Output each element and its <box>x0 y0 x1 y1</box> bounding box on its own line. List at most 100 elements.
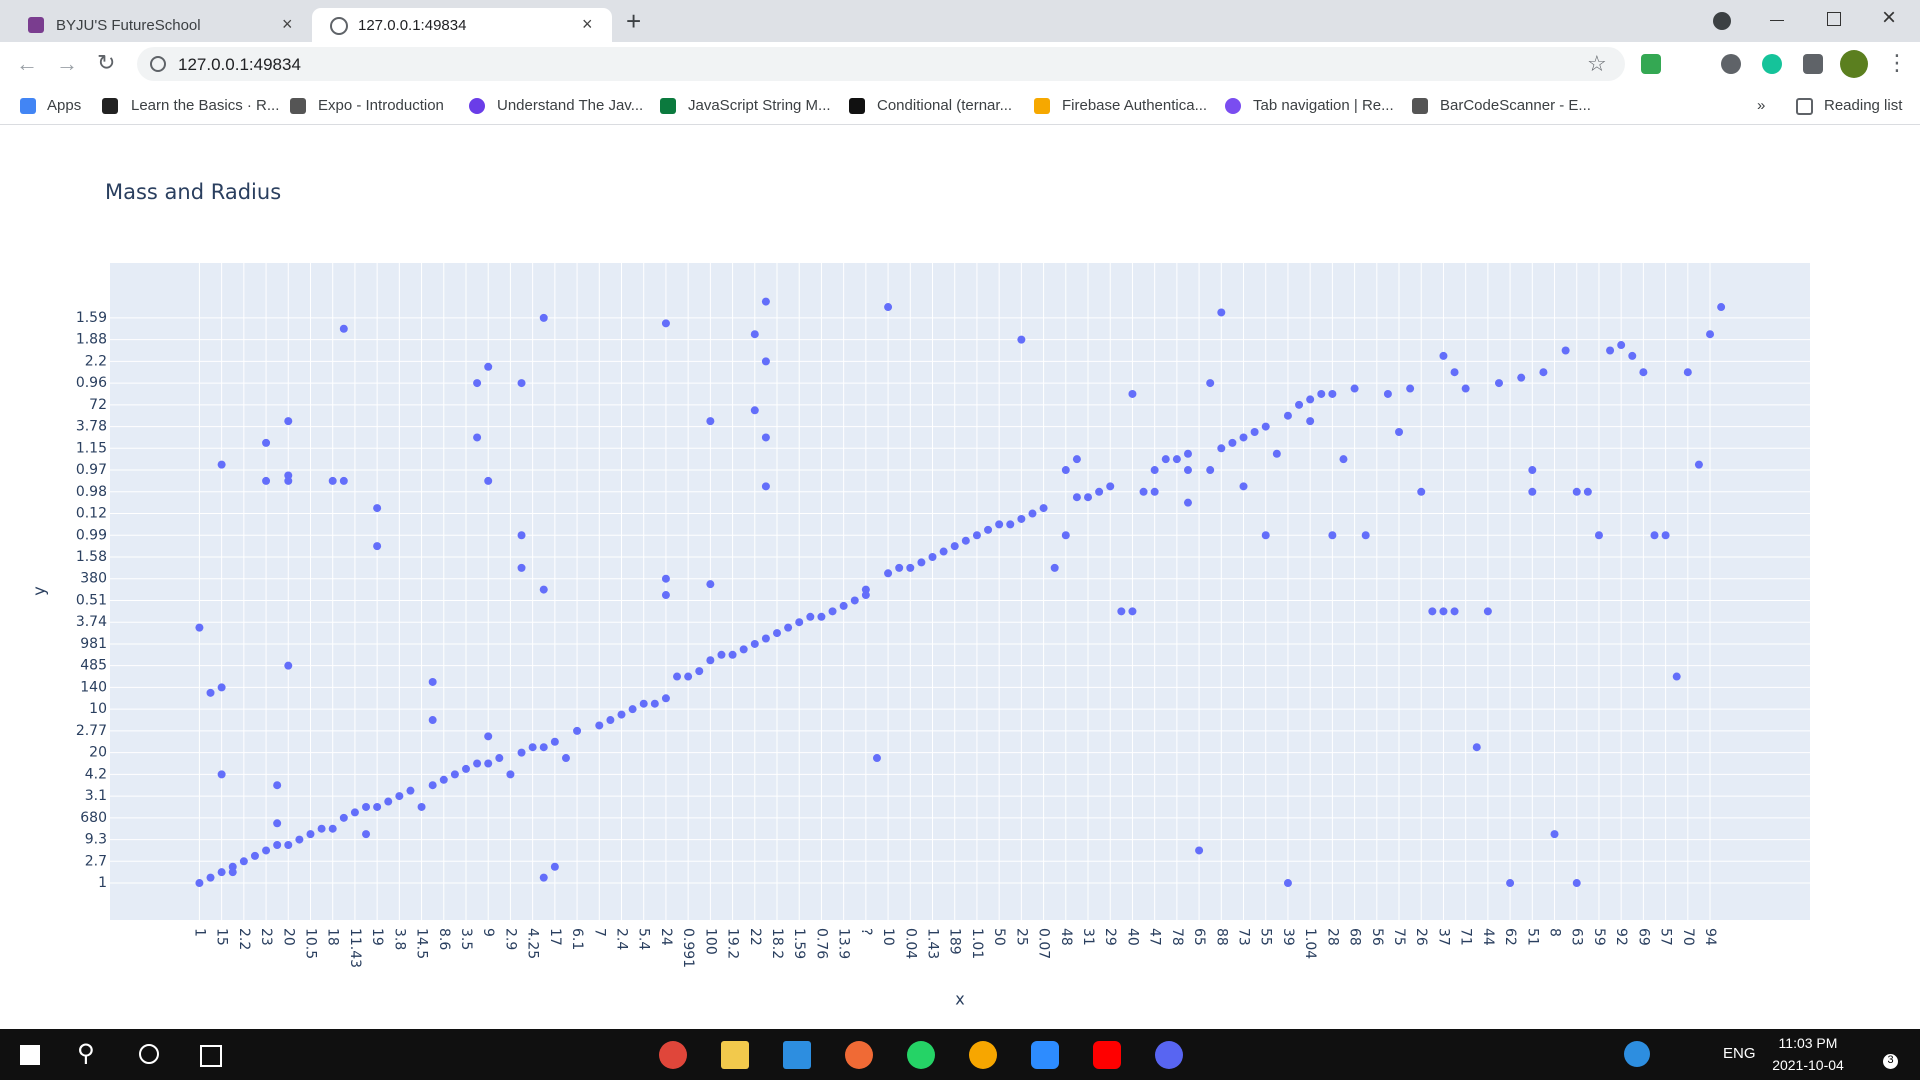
extension[interactable] <box>1762 54 1782 74</box>
point <box>228 862 237 871</box>
bookmark[interactable]: Understand The Jav... <box>497 97 644 114</box>
whatsapp[interactable] <box>907 1041 935 1069</box>
app[interactable] <box>969 1041 997 1069</box>
forward[interactable]: → <box>56 51 78 76</box>
bookmark[interactable]: Conditional (ternar... <box>877 97 1013 114</box>
point <box>1661 531 1670 540</box>
x-tick-label: 29 <box>1102 928 1118 946</box>
point <box>206 688 215 697</box>
notifications[interactable]: 3 <box>1883 1054 1898 1069</box>
bookmark[interactable]: JavaScript String M... <box>688 97 831 114</box>
y-tick-label: 2.77 <box>76 723 107 739</box>
task-view[interactable] <box>200 1045 222 1067</box>
menu[interactable]: ⋮ <box>1886 50 1908 75</box>
omnibox[interactable]: 127.0.0.1:49834 ☆ <box>137 47 1625 81</box>
y-tick-label: 2.2 <box>85 353 107 369</box>
point <box>950 542 959 551</box>
x-tick-label: 55 <box>1258 928 1274 946</box>
bookmark[interactable]: BarCodeScanner - E... <box>1440 97 1591 114</box>
tab-favicon <box>330 17 348 35</box>
point <box>473 759 482 768</box>
point <box>517 379 526 388</box>
clock-time[interactable]: 11:03 PM <box>1778 1035 1838 1051</box>
y-tick-label: 981 <box>80 636 107 652</box>
point <box>1561 346 1570 355</box>
vscode[interactable] <box>783 1041 811 1069</box>
point <box>484 759 493 768</box>
language[interactable]: ENG <box>1723 1045 1756 1062</box>
minimize[interactable] <box>1770 20 1784 21</box>
point <box>806 612 815 621</box>
back[interactable]: ← <box>16 51 38 76</box>
point <box>539 585 548 594</box>
point <box>817 612 826 621</box>
x-tick-label: 3.5 <box>458 928 474 950</box>
search[interactable]: ⚲ <box>77 1040 95 1067</box>
x-tick-label: 18.2 <box>769 928 785 959</box>
site-info[interactable] <box>150 56 166 72</box>
point <box>839 601 848 610</box>
point <box>1439 607 1448 616</box>
bookmark-star[interactable]: ☆ <box>1587 51 1607 76</box>
bookmark[interactable]: Firebase Authentica... <box>1062 97 1208 114</box>
profile[interactable] <box>1840 50 1868 78</box>
bookmark[interactable]: Expo - Introduction <box>318 97 444 114</box>
tab[interactable]: 127.0.0.1:49834 × <box>312 8 612 42</box>
point <box>484 476 493 485</box>
new-tab[interactable]: + <box>626 6 642 36</box>
cortana[interactable] <box>139 1044 159 1064</box>
y-tick-label: 3.1 <box>85 788 107 804</box>
point <box>706 580 715 589</box>
point <box>339 813 348 822</box>
point <box>362 802 371 811</box>
extensions-menu[interactable] <box>1803 54 1823 74</box>
y-tick-label: 0.96 <box>76 375 107 391</box>
discord[interactable] <box>1155 1041 1183 1069</box>
tab-close[interactable]: × <box>282 14 293 34</box>
maximize[interactable] <box>1827 12 1841 26</box>
more-bookmarks[interactable]: » <box>1757 97 1766 114</box>
x-tick-label: 20 <box>280 928 296 946</box>
point <box>1283 411 1292 420</box>
bookmark[interactable]: Learn the Basics · R... <box>131 97 280 114</box>
point <box>273 841 282 850</box>
extension[interactable] <box>1641 54 1661 74</box>
bookmark[interactable]: Apps <box>47 97 82 114</box>
clock-date[interactable]: 2021-10-04 <box>1772 1057 1844 1073</box>
x-tick-label: 78 <box>1169 928 1185 946</box>
youtube[interactable] <box>1093 1041 1121 1069</box>
point <box>384 797 393 806</box>
point <box>339 476 348 485</box>
point <box>650 699 659 708</box>
x-tick-label: ? <box>858 928 874 935</box>
start[interactable] <box>20 1045 40 1065</box>
y-tick-label: 1.15 <box>76 440 107 456</box>
reading-list[interactable]: Reading list <box>1824 97 1903 114</box>
tab-close[interactable]: × <box>582 14 593 34</box>
point <box>761 634 770 643</box>
tab[interactable]: BYJU'S FutureSchool × <box>10 8 300 42</box>
point <box>761 482 770 491</box>
tab-favicon <box>28 17 44 33</box>
help[interactable] <box>1624 1041 1650 1067</box>
x-tick-label: 51 <box>1524 928 1540 946</box>
tab-search[interactable] <box>1713 12 1731 30</box>
zoom[interactable] <box>1031 1041 1059 1069</box>
chrome[interactable] <box>659 1041 687 1069</box>
point <box>850 596 859 605</box>
y-tick-label: 4.2 <box>85 766 107 782</box>
point <box>1694 460 1703 469</box>
point <box>617 710 626 719</box>
extension[interactable] <box>1721 54 1741 74</box>
point <box>1717 303 1726 312</box>
x-tick-label: 0.07 <box>1036 928 1052 959</box>
point <box>439 775 448 784</box>
reload[interactable]: ↻ <box>97 50 116 75</box>
point <box>939 547 948 556</box>
app[interactable] <box>845 1041 873 1069</box>
file-explorer[interactable] <box>721 1041 749 1069</box>
bookmark[interactable]: Tab navigation | Re... <box>1253 97 1394 114</box>
close-window[interactable]: × <box>1882 4 1897 31</box>
